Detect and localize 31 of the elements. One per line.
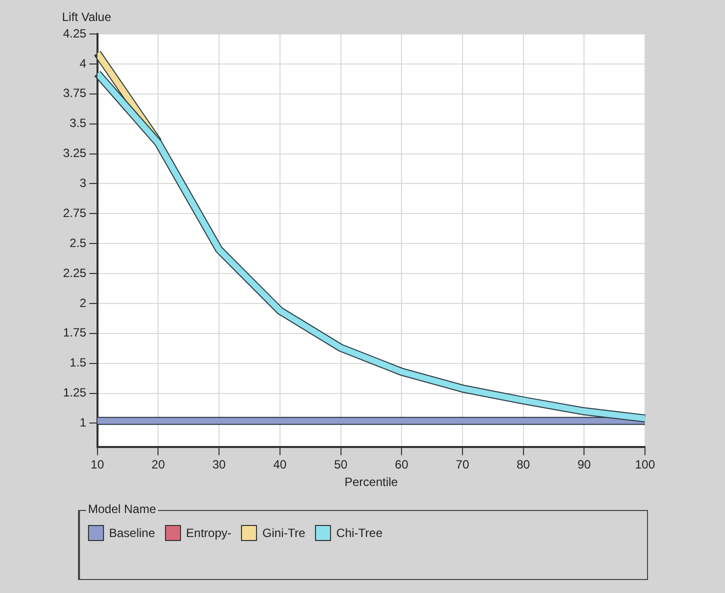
y-axis-title: Lift Value (62, 10, 112, 24)
x-tick-label: 40 (273, 458, 287, 472)
x-tick-label: 30 (212, 458, 226, 472)
legend-label: Chi-Tree (336, 526, 383, 540)
x-tick-label: 90 (577, 458, 592, 472)
y-tick-label: 1.5 (70, 356, 87, 370)
y-tick-label: 2.5 (70, 236, 87, 250)
y-tick-label: 3 (80, 176, 87, 190)
x-tick-label: 20 (152, 458, 166, 472)
y-tick-label: 3.25 (62, 146, 87, 160)
legend-label: Entropy- (186, 526, 232, 540)
x-tick-label: 80 (516, 458, 530, 472)
y-tick-label: 1.75 (62, 326, 87, 340)
y-tick-label: 4 (80, 56, 87, 70)
y-tick-label: 2.75 (62, 206, 87, 220)
y-tick-label: 4.25 (62, 26, 87, 40)
y-tick-label: 2 (80, 296, 87, 310)
y-tick-label: 2.25 (62, 266, 87, 280)
y-tick-label: 3.75 (62, 86, 87, 100)
legend-label: Gini-Tre (262, 526, 306, 540)
x-tick-label: 100 (634, 458, 656, 472)
x-tick-label: 10 (90, 458, 104, 472)
x-tick-label: 70 (456, 458, 470, 472)
y-tick-label: 1.25 (62, 386, 87, 400)
y-tick-label: 3.5 (70, 116, 87, 130)
y-tick-label: 1 (80, 416, 87, 430)
x-axis-title: Percentile (344, 475, 398, 490)
x-tick-label: 50 (334, 458, 348, 472)
x-tick-label: 60 (394, 458, 409, 472)
legend-label: Baseline (109, 526, 156, 540)
legend-title: Model Name (86, 502, 158, 516)
